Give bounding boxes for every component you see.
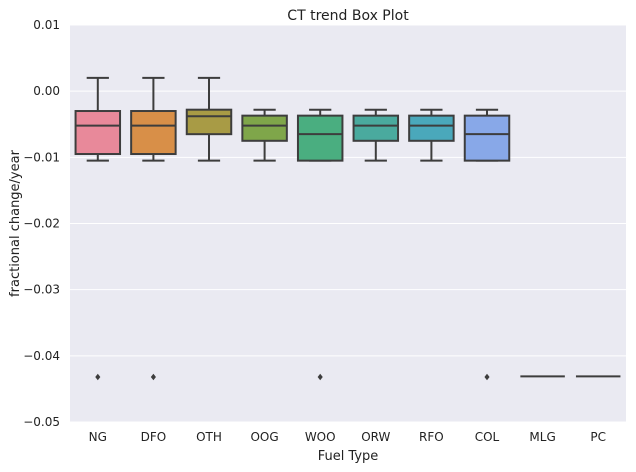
iqr-box [463, 114, 511, 162]
y-tick-label: −0.02 [23, 217, 60, 231]
x-tick-label: DFO [141, 430, 167, 444]
x-axis-label: Fuel Type [318, 449, 379, 464]
y-tick-label: −0.04 [23, 349, 60, 363]
x-tick-label: PC [590, 430, 606, 444]
chart-title: CT trend Box Plot [287, 8, 409, 24]
iqr-box [352, 114, 400, 142]
x-tick-label: OTH [196, 430, 222, 444]
outlier-point [150, 373, 156, 381]
box-oog [241, 108, 288, 162]
outlier-point [317, 373, 323, 381]
iqr-box [130, 110, 177, 156]
y-tick-label: −0.05 [23, 415, 60, 429]
box-orw [352, 108, 400, 162]
x-tick-label: NG [89, 430, 107, 444]
y-tick-label: −0.01 [23, 150, 60, 164]
box-rfo [408, 108, 455, 162]
x-tick-label: MLG [529, 430, 555, 444]
x-tick-label: ORW [361, 430, 390, 444]
boxes-layer [74, 76, 621, 381]
x-tick-label: COL [475, 430, 500, 444]
box-woo [296, 108, 344, 381]
iqr-box [185, 108, 233, 136]
box-oth [185, 76, 233, 162]
outlier-point [484, 373, 490, 381]
gridlines [70, 24, 626, 423]
box-col [463, 108, 511, 381]
y-tick-label: 0.01 [33, 18, 60, 32]
iqr-box [296, 114, 344, 162]
iqr-box [241, 114, 288, 142]
box-ng [74, 76, 122, 381]
iqr-box [74, 110, 122, 156]
x-tick-label: WOO [305, 430, 336, 444]
x-tick-labels: NG DFO OTH OOG WOO ORW RFO COL MLG PC [89, 430, 606, 444]
y-tick-label: −0.03 [23, 283, 60, 297]
y-tick-labels: 0.01 0.00 −0.01 −0.02 −0.03 −0.04 −0.05 [23, 18, 60, 429]
x-tick-label: RFO [419, 430, 444, 444]
y-axis-label: fractional change/year [8, 149, 23, 297]
outlier-point [95, 373, 101, 381]
iqr-box [408, 114, 455, 142]
box-dfo [130, 76, 177, 381]
x-tick-label: OOG [250, 430, 278, 444]
y-tick-label: 0.00 [33, 84, 60, 98]
